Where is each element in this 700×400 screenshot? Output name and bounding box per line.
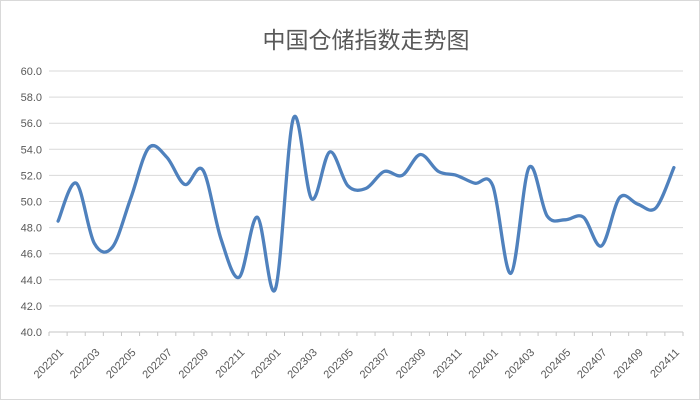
y-axis-tick-label: 52.0 (21, 170, 42, 182)
x-axis-tick-label: 202305 (322, 347, 356, 381)
y-axis-labels: 60.0 58.0 56.0 54.0 52.0 50.0 48.0 46.0 44.0 42.0… (21, 66, 42, 339)
x-axis-tick-label: 202207 (140, 347, 174, 381)
x-axis-tick-label: 202401 (466, 347, 500, 381)
y-axis-tick-label: 44.0 (21, 275, 42, 287)
x-axis-tick-label: 202405 (539, 347, 573, 381)
data-line-series (56, 114, 676, 293)
x-axis-tick-label: 202311 (431, 347, 465, 381)
x-axis-tick-label: 202201 (32, 347, 66, 381)
x-axis-tick-label: 202403 (503, 347, 537, 381)
x-axis-tick-label: 202209 (177, 347, 211, 381)
y-axis-tick-label: 60.0 (21, 66, 42, 78)
x-axis-tick-label: 202409 (611, 347, 645, 381)
x-axis-tick-label: 202407 (575, 347, 609, 381)
y-axis-tick-label: 40.0 (21, 327, 42, 339)
x-axis-tick-label: 202205 (104, 347, 138, 381)
x-axis-ticks (48, 332, 684, 336)
x-axis-tick-label: 202303 (285, 347, 319, 381)
x-axis-tick-label: 202211 (213, 347, 247, 381)
chart-title: 中国仓储指数走势图 (262, 28, 470, 54)
x-axis-tick-label: 202301 (249, 347, 283, 381)
y-axis-tick-label: 50.0 (21, 197, 42, 209)
y-axis-tick-label: 58.0 (21, 92, 42, 104)
x-axis-labels: 202201 202203 202205 202207 202209 202211 2023… (32, 347, 682, 381)
y-axis-tick-label: 46.0 (21, 249, 42, 261)
y-axis-tick-label: 42.0 (21, 301, 42, 313)
y-axis-tick-label: 54.0 (21, 144, 42, 156)
y-axis-tick-label: 56.0 (21, 118, 42, 130)
gridlines (49, 70, 683, 333)
x-axis-tick-label: 202307 (358, 347, 392, 381)
index-line (56, 114, 676, 293)
x-axis-tick-label: 202309 (394, 347, 428, 381)
y-axis-tick-label: 48.0 (21, 223, 42, 235)
x-axis-tick-label: 202203 (68, 347, 102, 381)
x-axis-tick-label: 202411 (648, 347, 682, 381)
